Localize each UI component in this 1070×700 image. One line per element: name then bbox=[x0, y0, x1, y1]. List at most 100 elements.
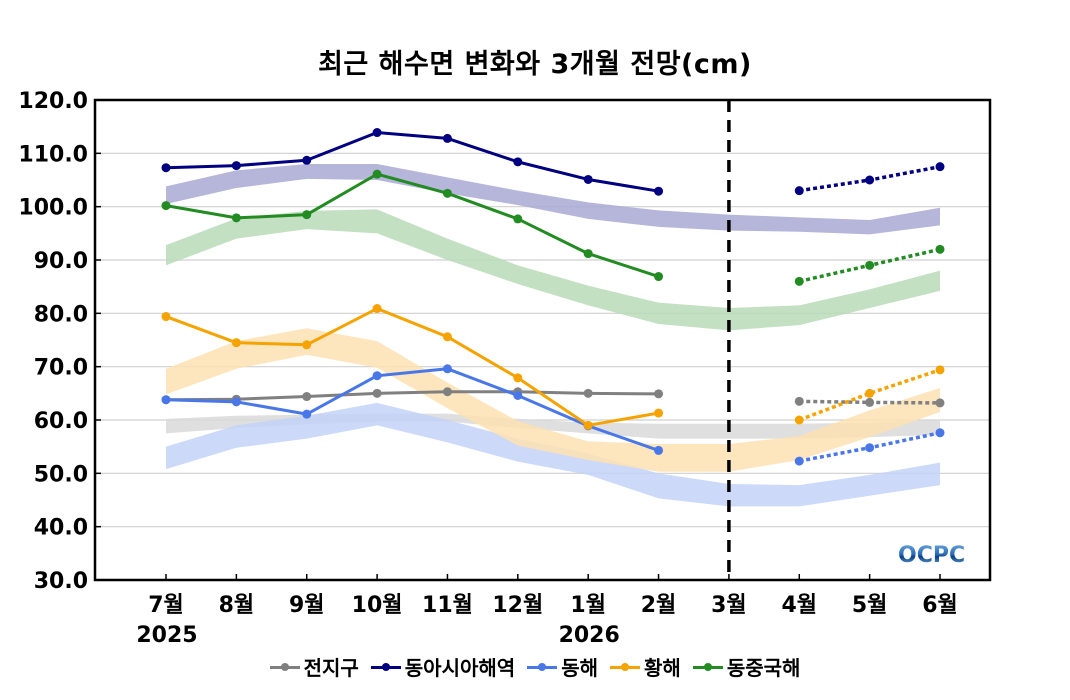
x-tick-label: 4월 bbox=[781, 593, 817, 618]
point-전지구 bbox=[442, 387, 452, 397]
y-tick-label: 100.0 bbox=[18, 196, 88, 221]
point-동아시아해역 bbox=[654, 186, 664, 196]
point-동해 bbox=[654, 445, 664, 455]
point-동중국해 bbox=[935, 244, 945, 254]
point-황해 bbox=[161, 312, 171, 322]
point-동해 bbox=[935, 428, 945, 438]
point-동중국해 bbox=[865, 260, 875, 270]
line-observed-동중국해 bbox=[165, 172, 660, 278]
point-동아시아해역 bbox=[372, 128, 382, 138]
point-황해 bbox=[231, 338, 241, 348]
point-동중국해 bbox=[794, 276, 804, 286]
point-전지구 bbox=[865, 397, 875, 407]
point-동아시아해역 bbox=[583, 174, 593, 184]
point-전지구 bbox=[935, 398, 945, 408]
point-전지구 bbox=[654, 389, 664, 399]
legend-swatch bbox=[610, 660, 640, 674]
line-observed-전지구 bbox=[165, 390, 659, 402]
point-황해 bbox=[302, 340, 312, 350]
y-tick-label: 110.0 bbox=[18, 142, 88, 167]
point-동중국해 bbox=[372, 169, 382, 179]
x-year-label: 2026 bbox=[559, 623, 620, 648]
x-year-label: 2025 bbox=[136, 623, 197, 648]
x-tick-label: 3월 bbox=[711, 593, 747, 618]
legend-item: 황해 bbox=[610, 652, 681, 681]
point-황해 bbox=[865, 388, 875, 398]
point-동해 bbox=[513, 390, 523, 400]
axes bbox=[93, 98, 992, 582]
legend-label: 전지구 bbox=[303, 656, 359, 680]
legend-item: 동해 bbox=[527, 652, 598, 681]
y-tick-label: 70.0 bbox=[34, 356, 88, 381]
x-tick-label: 10월 bbox=[352, 593, 403, 618]
point-황해 bbox=[442, 332, 452, 342]
point-동아시아해역 bbox=[513, 157, 523, 167]
legend-label: 동중국해 bbox=[726, 656, 801, 680]
tick-labels: 30.0 40.0 50.0 60.0 70.0 80.0 90.0 100.0 110.0 12… bbox=[18, 89, 957, 648]
line-observed-황해 bbox=[165, 307, 659, 427]
legend-swatch bbox=[692, 660, 723, 674]
ocpc-logo: OCPC bbox=[898, 543, 966, 568]
legend-label: 동아시아해역 bbox=[404, 656, 516, 680]
y-tick-label: 40.0 bbox=[34, 516, 88, 541]
point-동아시아해역 bbox=[231, 161, 241, 171]
line-observed-동아시아해역 bbox=[165, 131, 659, 193]
point-황해 bbox=[583, 420, 593, 430]
point-동해 bbox=[442, 364, 452, 374]
point-전지구 bbox=[794, 396, 804, 406]
series-lines bbox=[161, 128, 945, 466]
y-tick-label: 60.0 bbox=[34, 409, 88, 434]
legend-swatch bbox=[370, 660, 401, 674]
band-동아시아해역 bbox=[166, 164, 940, 235]
legend-swatch bbox=[527, 660, 558, 674]
legend-item: 동아시아해역 bbox=[370, 652, 516, 681]
band-동중국해 bbox=[166, 209, 940, 331]
point-동해 bbox=[794, 456, 804, 466]
point-동아시아해역 bbox=[161, 163, 171, 173]
point-동해 bbox=[302, 409, 312, 419]
y-tick-label: 120.0 bbox=[18, 89, 88, 114]
point-전지구 bbox=[372, 388, 382, 398]
legend-label: 황해 bbox=[644, 656, 681, 680]
point-황해 bbox=[513, 373, 523, 383]
point-황해 bbox=[794, 415, 804, 425]
x-tick-label: 5월 bbox=[852, 593, 888, 618]
point-동중국해 bbox=[302, 210, 312, 220]
point-동해 bbox=[231, 397, 241, 407]
point-동아시아해역 bbox=[794, 186, 804, 196]
point-동중국해 bbox=[654, 272, 664, 282]
y-tick-label: 30.0 bbox=[34, 569, 88, 594]
x-tick-label: 2월 bbox=[641, 593, 677, 618]
point-황해 bbox=[654, 408, 664, 418]
point-황해 bbox=[935, 365, 945, 375]
bands bbox=[166, 164, 940, 507]
point-동아시아해역 bbox=[865, 175, 875, 185]
x-tick-label: 12월 bbox=[492, 593, 543, 618]
point-동아시아해역 bbox=[935, 162, 945, 172]
point-동아시아해역 bbox=[442, 133, 452, 143]
legend: 전지구 동아시아해역 동해 황해 동중국해 bbox=[0, 652, 1070, 681]
legend-item: 전지구 bbox=[269, 652, 359, 681]
band-동해 bbox=[166, 402, 940, 507]
x-tick-label: 11월 bbox=[422, 593, 473, 618]
x-tick-label: 7월 bbox=[148, 593, 184, 618]
point-동해 bbox=[372, 371, 382, 381]
point-황해 bbox=[372, 304, 382, 314]
y-tick-label: 80.0 bbox=[34, 302, 88, 327]
point-동중국해 bbox=[442, 188, 452, 198]
line-observed-동해 bbox=[165, 367, 660, 452]
x-tick-label: 6월 bbox=[922, 593, 958, 618]
point-동아시아해역 bbox=[302, 155, 312, 165]
point-전지구 bbox=[302, 392, 312, 402]
x-tick-label: 1월 bbox=[570, 593, 606, 618]
chart-title: 최근 해수면 변화와 3개월 전망(cm) bbox=[318, 49, 752, 80]
legend-item: 동중국해 bbox=[692, 652, 801, 681]
plot-frame bbox=[93, 98, 992, 582]
point-동해 bbox=[865, 443, 875, 453]
legend-label: 동해 bbox=[561, 656, 598, 680]
band-황해 bbox=[166, 328, 940, 472]
y-tick-label: 90.0 bbox=[34, 249, 88, 274]
point-동중국해 bbox=[583, 249, 593, 259]
legend-swatch bbox=[269, 660, 300, 674]
